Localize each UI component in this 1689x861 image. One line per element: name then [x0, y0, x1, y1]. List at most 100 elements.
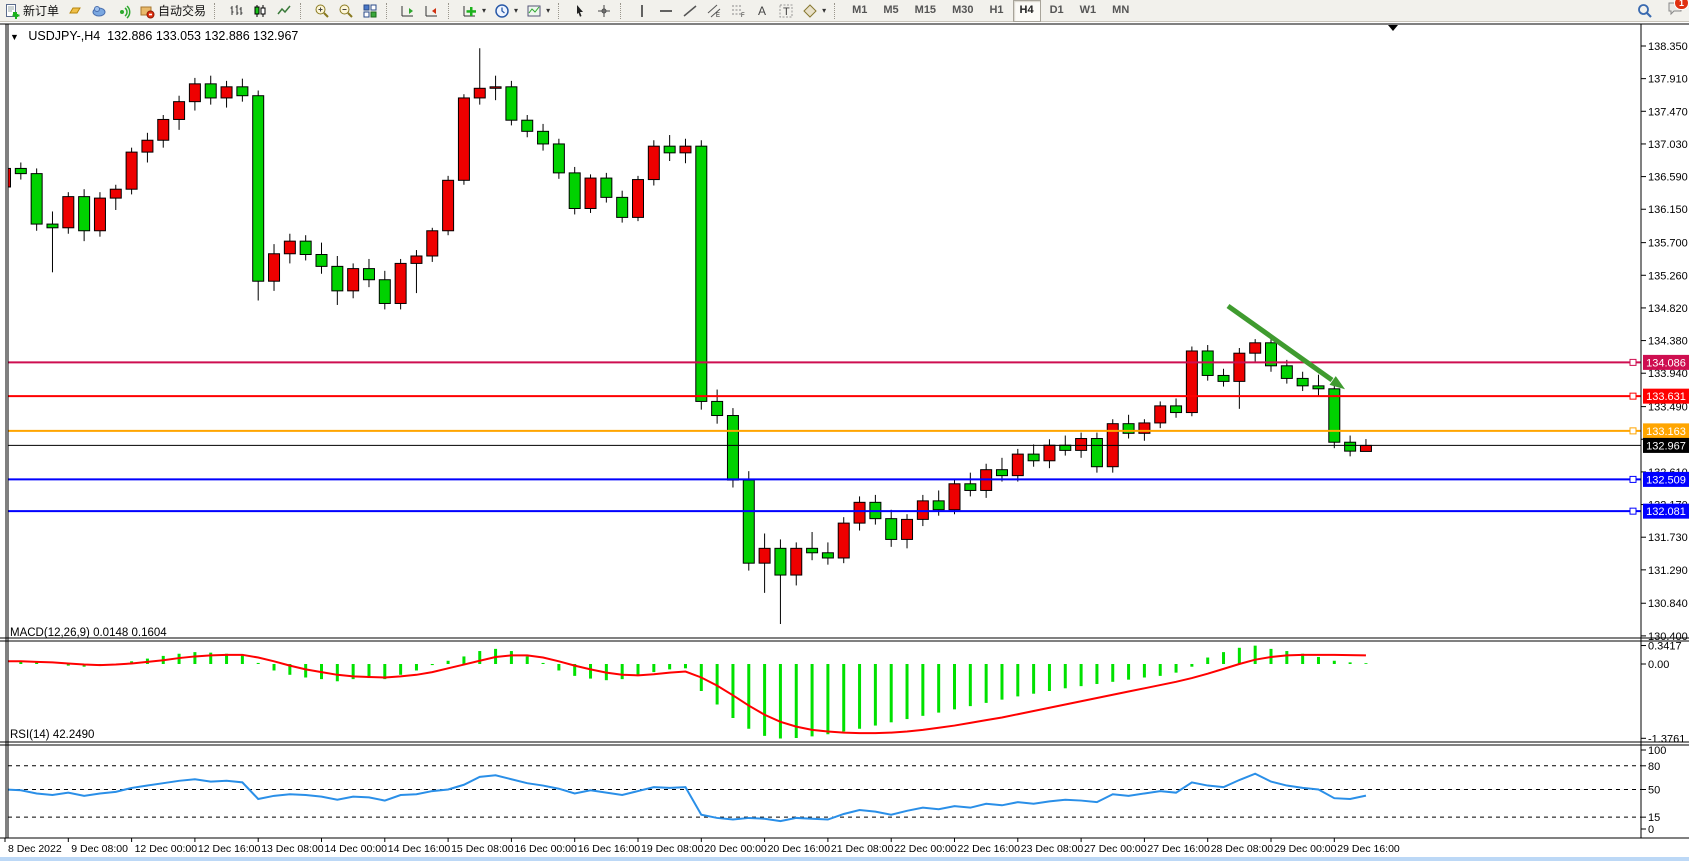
chart-title: ▼ USDJPY-,H4 132.886 133.053 132.886 132…: [10, 29, 298, 43]
toolbar-separator: [214, 2, 222, 19]
chevron-down-icon: ▾: [514, 6, 519, 15]
svg-text:132.509: 132.509: [1646, 474, 1686, 486]
zoom-in-button[interactable]: [310, 0, 334, 22]
toolbar-separator: [300, 2, 308, 19]
autotrading-label: 自动交易: [158, 4, 207, 18]
svg-text:29 Dec 16:00: 29 Dec 16:00: [1337, 843, 1400, 855]
svg-text:131.730: 131.730: [1648, 532, 1688, 544]
svg-text:27 Dec 16:00: 27 Dec 16:00: [1147, 843, 1210, 855]
search-icon: [1638, 3, 1652, 18]
chevron-down-icon: ▾: [822, 6, 827, 15]
timeframe-m30-button[interactable]: M30: [952, 3, 974, 16]
svg-text:130.840: 130.840: [1648, 598, 1688, 610]
shapes-icon: [803, 3, 817, 18]
equidistant-channel-button[interactable]: E: [702, 0, 726, 22]
svg-text:14 Dec 00:00: 14 Dec 00:00: [325, 843, 388, 855]
new-order-button[interactable]: 新订单: [0, 0, 63, 22]
chart-area[interactable]: 138.350 137.910 137.470 137.030 136.590 136.1…: [0, 22, 1689, 857]
svg-text:16 Dec 16:00: 16 Dec 16:00: [578, 843, 641, 855]
trendline-icon: [683, 4, 697, 17]
candlestick-icon: [254, 4, 266, 17]
timeframe-h4-button[interactable]: H4: [1012, 0, 1041, 22]
periods-button[interactable]: ▾: [490, 0, 522, 22]
text-button[interactable]: A: [750, 0, 774, 22]
macd-indicator-label: MACD(12,26,9) 0.0148 0.1604: [10, 627, 167, 639]
search-button[interactable]: [1633, 0, 1657, 22]
svg-text:134.380: 134.380: [1648, 336, 1688, 348]
gold-icon: [69, 7, 81, 13]
svg-text:133.940: 133.940: [1648, 368, 1688, 380]
svg-text:133.631: 133.631: [1646, 391, 1686, 403]
gold-button[interactable]: [63, 0, 87, 22]
vertical-line-button[interactable]: [630, 0, 654, 22]
timeframe-mn-button[interactable]: MN: [1112, 3, 1130, 16]
cloud-icon: [92, 5, 106, 16]
chart-close: 132.967: [253, 29, 299, 43]
arrows-button[interactable]: ▾: [798, 0, 830, 22]
toolbar-separator: [558, 2, 566, 19]
notifications-button[interactable]: 1: [1667, 0, 1689, 21]
svg-text:-1.3761: -1.3761: [1648, 733, 1685, 745]
chevron-down-icon: ▾: [546, 6, 551, 15]
svg-text:23 Dec 08:00: 23 Dec 08:00: [1021, 843, 1084, 855]
bar-chart-button[interactable]: [224, 0, 248, 22]
svg-text:E: E: [716, 13, 720, 19]
autotrading-button[interactable]: 自动交易: [135, 0, 210, 22]
chart-shift-button[interactable]: [420, 0, 444, 22]
fibonacci-button[interactable]: F: [726, 0, 750, 22]
zoom-in-icon: [315, 4, 329, 18]
svg-text:19 Dec 08:00: 19 Dec 08:00: [641, 843, 704, 855]
chart-symbol-period: USDJPY-,H4: [28, 29, 101, 43]
svg-text:27 Dec 00:00: 27 Dec 00:00: [1084, 843, 1147, 855]
robot-icon: [140, 6, 155, 18]
channel-icon: E: [707, 4, 721, 19]
chart-canvas[interactable]: 138.350 137.910 137.470 137.030 136.590 136.1…: [0, 22, 1689, 857]
svg-text:22 Dec 00:00: 22 Dec 00:00: [894, 843, 957, 855]
svg-text:15 Dec 08:00: 15 Dec 08:00: [451, 843, 514, 855]
zoom-out-button[interactable]: [334, 0, 358, 22]
text-label-button[interactable]: T: [774, 0, 798, 22]
timeframe-h1-button[interactable]: H1: [989, 3, 1004, 16]
toolbar-separator: [448, 2, 456, 19]
svg-text:138.350: 138.350: [1648, 41, 1688, 53]
crosshair-button[interactable]: [592, 0, 616, 22]
clock-icon: [495, 3, 509, 18]
new-chart-button[interactable]: ▾: [458, 0, 490, 22]
svg-text:28 Dec 08:00: 28 Dec 08:00: [1211, 843, 1274, 855]
svg-text:0: 0: [1648, 824, 1654, 836]
trendline-button[interactable]: [678, 0, 702, 22]
chart-dropdown-icon[interactable]: ▼: [10, 32, 19, 42]
svg-text:80: 80: [1648, 761, 1660, 773]
svg-text:131.290: 131.290: [1648, 565, 1688, 577]
svg-text:20 Dec 00:00: 20 Dec 00:00: [704, 843, 767, 855]
zoom-out-icon: [339, 4, 353, 18]
line-chart-icon: [277, 5, 291, 14]
svg-text:13 Dec 08:00: 13 Dec 08:00: [261, 843, 324, 855]
tile-windows-button[interactable]: [358, 0, 382, 22]
vline-icon: [641, 4, 643, 17]
timeframe-w1-button[interactable]: W1: [1079, 3, 1097, 16]
svg-text:16 Dec 00:00: 16 Dec 00:00: [514, 843, 577, 855]
timeframe-m1-button[interactable]: M1: [852, 3, 868, 16]
tile-icon: [363, 4, 377, 17]
auto-scroll-button[interactable]: [396, 0, 420, 22]
profiles-button[interactable]: [87, 0, 111, 22]
cursor-icon: [577, 4, 584, 17]
svg-text:137.470: 137.470: [1648, 106, 1688, 118]
toolbar-separator: [386, 2, 394, 19]
cursor-button[interactable]: [568, 0, 592, 22]
signals-button[interactable]: [111, 0, 135, 22]
chart-shift-icon: [425, 5, 438, 16]
timeframe-d1-button[interactable]: D1: [1049, 3, 1064, 16]
svg-text:A: A: [758, 4, 766, 18]
horizontal-line-button[interactable]: [654, 0, 678, 22]
timeframe-group: M1 M5 M15 M30 H1 H4 D1 W1 MN: [844, 0, 1137, 22]
timeframe-m15-button[interactable]: M15: [914, 3, 937, 16]
line-chart-button[interactable]: [272, 0, 296, 22]
timeframe-m5-button[interactable]: M5: [883, 3, 899, 16]
candlestick-chart-button[interactable]: [248, 0, 272, 22]
svg-text:135.260: 135.260: [1648, 270, 1688, 282]
templates-button[interactable]: ▾: [522, 0, 554, 22]
svg-text:132.967: 132.967: [1646, 440, 1686, 452]
